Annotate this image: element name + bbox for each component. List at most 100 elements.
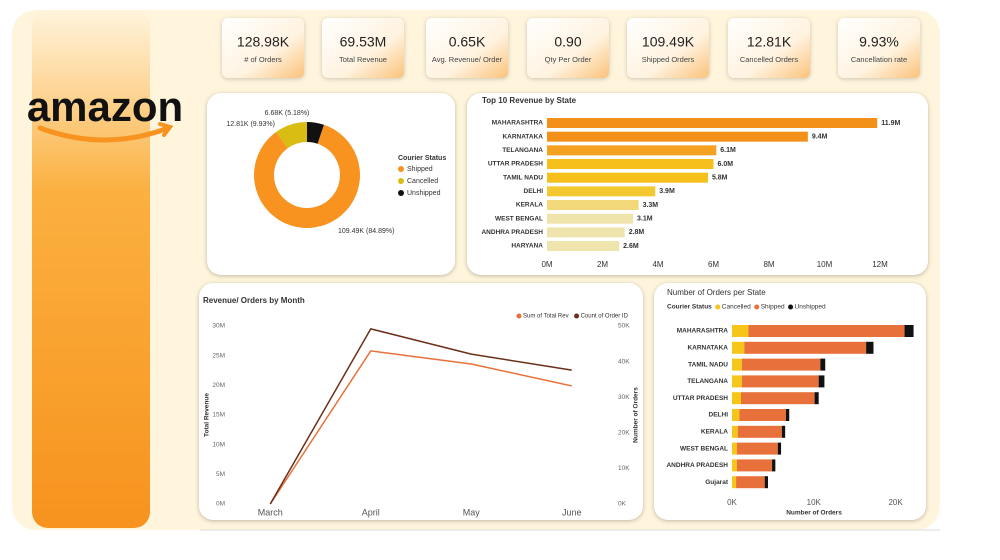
y-tick-label: UTTAR PRADESH: [673, 395, 728, 402]
kpi-label: Shipped Orders: [642, 55, 695, 64]
y-tick-label: Gujarat: [705, 479, 729, 486]
bar: [547, 131, 808, 142]
bar: [547, 118, 878, 128]
bar-segment: [732, 459, 737, 472]
y-tick-label: WEST BENGAL: [495, 215, 543, 222]
bar-segment: [739, 409, 786, 421]
y-tick-label: 5M: [216, 471, 225, 478]
bar-segment: [748, 325, 905, 337]
kpi-label: Avg. Revenue/ Order: [432, 55, 503, 64]
bar-segment: [772, 459, 776, 472]
legend-label: Sum of Total Rev: [523, 314, 569, 320]
x-tick-label: 6M: [708, 260, 719, 269]
legend-title: Courier Status: [667, 304, 712, 311]
kpi-value: 0.90: [554, 34, 581, 50]
y-tick-label: UTTAR PRADESH: [488, 161, 543, 168]
y2-tick-label: 40K: [618, 358, 630, 365]
bar-segment: [785, 409, 790, 421]
kpi-card: [222, 18, 304, 78]
bar: [547, 200, 639, 211]
kpi-card: [322, 18, 404, 78]
x-axis-title: Number of Orders: [786, 510, 842, 517]
bar-segment: [732, 375, 742, 388]
y-tick-label: 0M: [216, 501, 225, 508]
logo-arrow: [158, 122, 174, 137]
y2-axis-title: Number of Orders: [633, 387, 640, 443]
legend-label: Shipped: [761, 304, 785, 311]
x-tick-label: April: [362, 507, 380, 517]
bar-segment: [741, 375, 819, 388]
kpi-value: 109.49K: [642, 34, 695, 50]
bar: [547, 186, 656, 197]
legend-label: Shipped: [407, 166, 433, 173]
legend-swatch: [398, 178, 404, 184]
chart-title: Number of Orders per State: [667, 288, 766, 297]
x-tick-label: 10M: [817, 260, 833, 269]
bar-segment: [818, 375, 825, 388]
x-tick-label: 8M: [763, 260, 774, 269]
y-tick-label: TELANGANA: [687, 378, 728, 385]
bar-segment: [736, 476, 765, 489]
line-series: [269, 350, 572, 505]
y-tick-label: TAMIL NADU: [688, 361, 728, 368]
y-axis-title: Total Revenue: [204, 393, 211, 437]
y-tick-label: DELHI: [524, 188, 544, 195]
logo-smile: [37, 125, 171, 143]
y-tick-label: KERALA: [516, 202, 543, 209]
bar-segment: [732, 476, 737, 489]
bar-segment: [820, 358, 826, 371]
bar: [547, 213, 634, 224]
legend-swatch: [516, 313, 522, 319]
bar: [547, 241, 620, 252]
bar-segment: [736, 442, 778, 455]
bar-segment: [737, 425, 782, 438]
kpi-value: 12.81K: [747, 34, 792, 50]
legend-title: Courier Status: [398, 155, 446, 162]
bar-segment: [777, 442, 782, 455]
bar-segment: [740, 392, 815, 405]
bar-segment: [781, 425, 786, 438]
legend-swatch: [715, 304, 721, 310]
legend-swatch: [574, 313, 580, 319]
donut-label: 12.81K (9.93%): [226, 121, 275, 128]
kpi-value: 128.98K: [237, 34, 290, 50]
x-tick-label: 0M: [541, 260, 552, 269]
bar-segment: [732, 442, 737, 455]
y-tick-label: KARNATAKA: [502, 133, 543, 140]
bar-segment: [764, 476, 768, 489]
y-tick-label: KERALA: [701, 429, 728, 436]
bar-segment: [814, 392, 819, 405]
kpi-value: 0.65K: [449, 34, 486, 50]
legend-swatch: [398, 166, 404, 172]
kpi-label: Cancellation rate: [851, 55, 907, 64]
value-label: 6.0M: [718, 161, 734, 168]
y-tick-label: MAHARASHTRA: [677, 328, 729, 335]
y2-tick-label: 10K: [618, 465, 630, 472]
bar-segment: [732, 341, 745, 354]
kpi-value: 69.53M: [340, 34, 387, 50]
kpi-label: # of Orders: [244, 55, 282, 64]
value-label: 6.1M: [720, 147, 736, 154]
y2-tick-label: 20K: [618, 430, 630, 437]
kpi-card: [838, 18, 920, 78]
y-tick-label: HARYANA: [511, 243, 543, 250]
x-tick-label: 2M: [597, 260, 608, 269]
legend-label: Cancelled: [722, 304, 751, 311]
donut-label: 6.68K (5.18%): [265, 110, 310, 117]
donut-slice: [276, 122, 307, 149]
bar: [547, 172, 708, 183]
kpi-card: [527, 18, 609, 78]
kpi-value: 9.93%: [859, 34, 899, 50]
x-tick-label: March: [258, 507, 283, 517]
y-tick-label: WEST BENGAL: [680, 445, 728, 452]
kpi-card: [728, 18, 810, 78]
line-series: [269, 327, 572, 505]
y2-tick-label: 30K: [618, 394, 630, 401]
y-tick-label: 30M: [212, 323, 225, 330]
y2-tick-label: 50K: [618, 323, 630, 330]
y-tick-label: ANDHRA PRADESH: [666, 462, 728, 469]
value-label: 3.1M: [637, 216, 653, 223]
donut-label: 109.49K (84.89%): [338, 228, 394, 235]
donut-slice: [254, 124, 360, 229]
